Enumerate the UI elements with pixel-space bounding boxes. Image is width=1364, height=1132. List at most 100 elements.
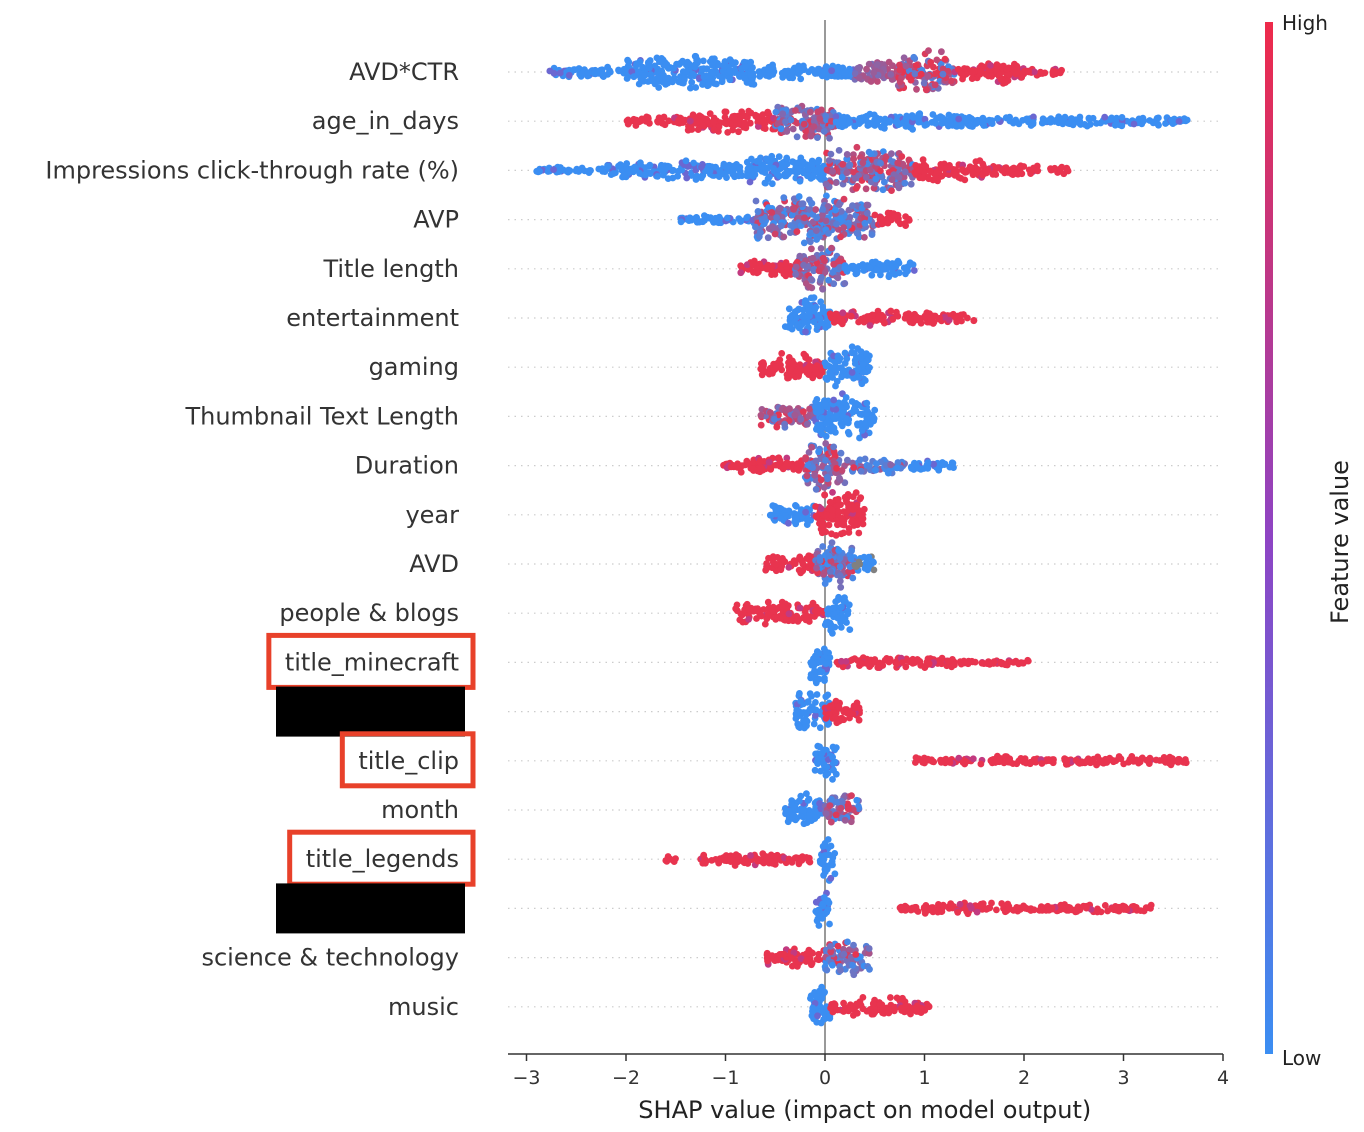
shap-point	[718, 78, 726, 86]
shap-point	[852, 211, 860, 219]
shap-point	[799, 200, 807, 208]
shap-point	[813, 214, 820, 222]
shap-point	[970, 317, 978, 325]
shap-point	[824, 425, 832, 433]
shap-point	[761, 179, 769, 187]
shap-point	[919, 174, 927, 182]
shap-point	[871, 466, 879, 474]
shap-point	[846, 161, 854, 169]
shap-point	[841, 816, 849, 824]
shap-point	[944, 67, 952, 75]
shap-point	[704, 72, 711, 80]
shap-point	[604, 162, 612, 170]
shap-point	[988, 73, 995, 80]
shap-point	[797, 415, 805, 423]
shap-point	[829, 168, 836, 175]
shap-point	[977, 68, 985, 76]
shap-point	[843, 169, 851, 177]
shap-point	[822, 362, 830, 370]
shap-point	[761, 163, 768, 171]
shap-point	[665, 117, 673, 125]
shap-point	[887, 307, 895, 315]
shap-point	[780, 163, 788, 171]
shap-point	[843, 403, 850, 411]
shap-point	[840, 224, 847, 232]
shap-point	[828, 512, 836, 520]
shap-point	[793, 706, 801, 714]
shap-point	[692, 84, 700, 91]
shap-point	[754, 855, 761, 863]
shap-point	[771, 230, 779, 238]
shap-point	[838, 173, 846, 181]
shap-point	[757, 421, 765, 429]
shap-point	[710, 118, 717, 126]
shap-point	[610, 170, 617, 177]
shap-point	[881, 124, 888, 132]
shap-point	[737, 262, 745, 270]
shap-point	[847, 555, 855, 563]
shap-point	[838, 603, 845, 611]
shap-point	[1027, 758, 1034, 766]
shap-point	[873, 266, 880, 274]
shap-point	[796, 797, 803, 805]
shap-point	[924, 459, 932, 466]
shap-point	[933, 168, 941, 176]
shap-point	[921, 115, 929, 123]
shap-point	[741, 75, 749, 82]
shap-point	[623, 75, 631, 82]
shap-point	[849, 506, 857, 513]
shap-point	[881, 178, 888, 186]
shap-point	[806, 362, 813, 370]
shap-point	[800, 311, 808, 319]
shap-point	[871, 406, 879, 414]
shap-point	[729, 462, 737, 470]
shap-point	[752, 197, 760, 205]
shap-point	[786, 314, 794, 321]
shap-point	[785, 367, 793, 374]
shap-point	[700, 851, 708, 859]
shap-point	[775, 454, 783, 462]
shap-point	[596, 69, 604, 77]
shap-point	[760, 362, 767, 370]
shap-point	[923, 121, 931, 128]
shap-point	[725, 161, 733, 169]
shap-point	[785, 807, 793, 815]
shap-point	[835, 201, 843, 209]
shap-point	[801, 319, 809, 326]
shap-point	[955, 115, 963, 123]
shap-point	[931, 312, 939, 320]
shap-point	[1158, 757, 1166, 764]
shap-point	[846, 626, 854, 633]
shap-point	[856, 421, 864, 429]
shap-point	[749, 260, 756, 268]
shap-point	[546, 67, 554, 75]
shap-point	[825, 276, 832, 284]
shap-point	[767, 409, 774, 416]
shap-point	[636, 169, 643, 177]
shap-point	[870, 69, 878, 76]
shap-point	[784, 323, 792, 331]
shap-point	[960, 167, 968, 175]
shap-point	[909, 114, 917, 121]
shap-point	[962, 116, 970, 124]
shap-point	[749, 465, 757, 473]
shap-point	[794, 307, 801, 314]
shap-point	[824, 475, 831, 483]
shap-point	[598, 165, 606, 173]
shap-point	[803, 516, 811, 524]
shap-point	[833, 798, 840, 806]
shap-point	[849, 202, 856, 210]
shap-point	[893, 660, 900, 668]
shap-point	[830, 766, 837, 774]
shap-point	[816, 554, 824, 561]
feature-row-title-minecraft	[807, 645, 1032, 687]
shap-point	[877, 167, 884, 175]
shap-point	[907, 76, 915, 84]
shap-point	[832, 811, 840, 819]
shap-point	[746, 119, 754, 127]
shap-point	[778, 222, 785, 230]
feature-row-gaming	[757, 343, 873, 390]
shap-point	[814, 134, 821, 142]
shap-point	[737, 269, 745, 277]
shap-point	[939, 114, 946, 122]
